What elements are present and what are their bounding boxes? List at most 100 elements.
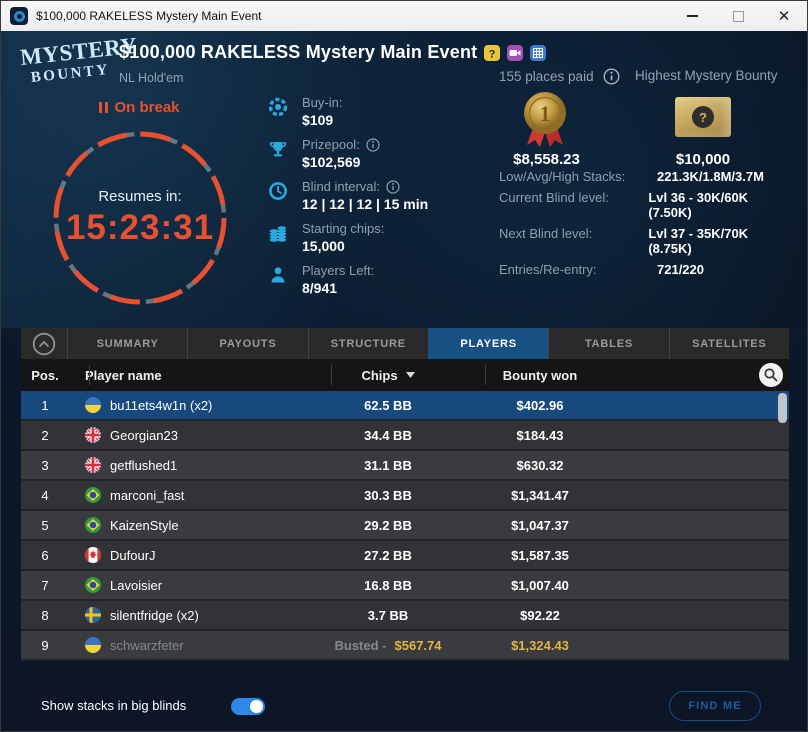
player-bounty: $630.32 — [516, 457, 564, 473]
player-pos: 6 — [41, 547, 49, 563]
column-chips[interactable]: Chips — [311, 368, 465, 383]
player-chips: 30.3 BB — [364, 487, 412, 503]
table-row[interactable]: 2 Georgian23 34.4 BB $184.43 — [21, 421, 789, 451]
svg-text:1: 1 — [540, 101, 551, 126]
player-chips: 31.1 BB — [364, 457, 412, 473]
starting-chips-label: Starting chips: — [302, 221, 385, 236]
player-pos: 9 — [41, 637, 49, 653]
first-prize-amount: $8,558.23 — [513, 151, 580, 168]
player-name: Georgian23 — [110, 427, 178, 443]
resumes-in-label: Resumes in: — [98, 188, 182, 205]
player-chips: 34.4 BB — [364, 427, 412, 443]
scrollbar-thumb[interactable] — [778, 393, 787, 423]
chip-stack-icon — [267, 221, 289, 254]
player-name: marconi_fast — [110, 487, 185, 503]
close-button[interactable]: ✕ — [761, 1, 807, 31]
tab-structure[interactable]: STRUCTURE — [307, 328, 428, 359]
flag-ukraine-icon — [85, 397, 101, 413]
info-icon[interactable] — [386, 179, 400, 194]
player-name: getflushed1 — [110, 457, 178, 473]
trophy-icon — [267, 137, 289, 170]
flag-uk-icon — [85, 457, 101, 473]
player-chips: 29.2 BB — [364, 517, 412, 533]
mystery-bounty-logo: MYSTERY BOUNTY — [19, 33, 139, 87]
table-row[interactable]: 9 schwarzfeter Busted - $567.74 $1,324.4… — [21, 631, 789, 661]
entries-label: Entries/Re-entry: — [499, 262, 597, 277]
player-pos: 1 — [41, 397, 49, 413]
stacks-value: 221.3K/1.8M/3.7M — [657, 169, 764, 184]
info-players-left: Players Left: 8/941 — [267, 263, 482, 296]
tab-satellites[interactable]: SATELLITES — [668, 328, 789, 359]
player-chips: 27.2 BB — [364, 547, 412, 563]
window-title: $100,000 RAKELESS Mystery Main Event — [36, 9, 262, 23]
players-table-header: Pos. Player name Chips Bounty won — [21, 359, 789, 391]
svg-text:?: ? — [489, 48, 496, 60]
camera-icon[interactable] — [507, 44, 524, 61]
player-chips: 3.7 BB — [367, 607, 409, 623]
minimize-icon — [686, 15, 698, 17]
chevron-up-icon — [32, 332, 56, 355]
find-me-button[interactable]: FIND ME — [669, 691, 761, 721]
blind-interval-value: 12 | 12 | 12 | 15 min — [302, 196, 429, 212]
player-pos: 7 — [41, 577, 49, 593]
info-icon[interactable] — [366, 137, 380, 152]
tab-tables[interactable]: TABLES — [548, 328, 668, 359]
sort-desc-icon — [405, 372, 415, 378]
player-status: Busted - $567.74 — [311, 638, 465, 653]
break-timer-ring: Resumes in: 15:23:31 — [51, 129, 229, 307]
entries-value: 721/220 — [657, 262, 704, 277]
player-pos: 4 — [41, 487, 49, 503]
tab-summary[interactable]: SUMMARY — [67, 328, 187, 359]
places-paid-label: 155 places paid — [499, 69, 594, 84]
column-chips-label: Chips — [361, 367, 398, 383]
stacks-label: Low/Avg/High Stacks: — [499, 169, 626, 184]
multi-table-grid-icon[interactable] — [530, 44, 547, 61]
player-name: KaizenStyle — [110, 517, 179, 533]
starting-chips-value: 15,000 — [302, 238, 345, 254]
player-pos: 3 — [41, 457, 49, 473]
show-stacks-toggle[interactable] — [231, 698, 265, 715]
info-icon[interactable] — [603, 68, 620, 85]
next-blind-label: Next Blind level: — [499, 226, 593, 241]
search-icon — [759, 363, 783, 387]
tab-players[interactable]: PLAYERS — [427, 328, 549, 359]
buyin-label: Buy-in: — [302, 95, 343, 110]
next-blind-value: Lvl 37 - 35K/70K (8.75K) — [648, 226, 749, 256]
prizepool-value: $102,569 — [302, 154, 361, 170]
chip-icon — [267, 95, 289, 128]
player-bounty: $1,047.37 — [511, 517, 569, 533]
table-row[interactable]: 8 silentfridge (x2) 3.7 BB $92.22 — [21, 601, 789, 631]
maximize-icon — [732, 10, 744, 22]
tournament-header: MYSTERY BOUNTY $100,000 RAKELESS Mystery… — [1, 31, 807, 328]
search-player-button[interactable] — [758, 362, 784, 388]
player-bounty: $1,587.35 — [511, 547, 569, 563]
collapse-panel-button[interactable] — [21, 328, 67, 359]
player-name: Lavoisier — [110, 577, 163, 593]
table-row[interactable]: 1 bu11ets4w1n (x2) 62.5 BB $402.96 — [21, 391, 789, 421]
column-bounty-won: Bounty won — [502, 367, 578, 383]
player-pos: 2 — [41, 427, 49, 443]
maximize-button[interactable] — [715, 1, 761, 31]
table-row[interactable]: 4 marconi_fast 30.3 BB $1,341.47 — [21, 481, 789, 511]
player-bounty: $1,341.47 — [511, 487, 569, 503]
player-name: silentfridge (x2) — [110, 607, 199, 623]
player-pos: 8 — [41, 607, 49, 623]
pause-icon — [99, 102, 108, 113]
clock-icon — [267, 179, 289, 212]
flag-brazil-icon — [85, 517, 101, 533]
player-bounty: $402.96 — [516, 397, 564, 413]
info-buyin: Buy-in: $109 — [267, 95, 482, 128]
flag-canada-icon — [85, 547, 101, 563]
table-row[interactable]: 3 getflushed1 31.1 BB $630.32 — [21, 451, 789, 481]
table-row[interactable]: 5 KaizenStyle 29.2 BB $1,047.37 — [21, 511, 789, 541]
table-row[interactable]: 6 DufourJ 27.2 BB $1,587.35 — [21, 541, 789, 571]
tab-payouts[interactable]: PAYOUTS — [187, 328, 307, 359]
table-row[interactable]: 7 Lavoisier 16.8 BB $1,007.40 — [21, 571, 789, 601]
minimize-button[interactable] — [669, 1, 715, 31]
player-icon — [267, 263, 289, 296]
busted-payout: $567.74 — [394, 637, 442, 653]
on-break-label: On break — [114, 99, 180, 116]
info-prizepool: Prizepool: $102,569 — [267, 137, 482, 170]
mystery-bounty-icon[interactable]: ? — [484, 44, 501, 61]
